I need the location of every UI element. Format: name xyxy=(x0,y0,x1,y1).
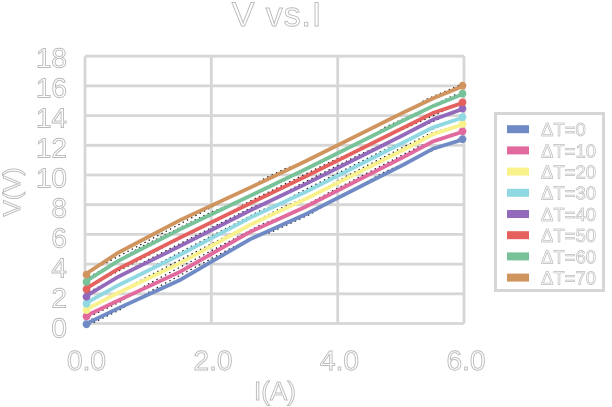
svg-text:ΔT=70: ΔT=70 xyxy=(541,268,596,289)
svg-text:ΔT=20: ΔT=20 xyxy=(541,162,596,183)
svg-text:12: 12 xyxy=(36,133,67,164)
svg-text:I(A): I(A) xyxy=(254,376,296,406)
svg-text:4.0: 4.0 xyxy=(320,345,359,376)
svg-text:V vs.I: V vs.I xyxy=(232,0,322,34)
svg-text:14: 14 xyxy=(36,103,67,134)
svg-text:8: 8 xyxy=(51,193,67,224)
svg-text:2.0: 2.0 xyxy=(194,345,233,376)
svg-text:ΔT=0: ΔT=0 xyxy=(541,119,586,140)
svg-text:V(V): V(V) xyxy=(0,168,26,217)
svg-text:ΔT=30: ΔT=30 xyxy=(541,183,596,204)
svg-text:0.0: 0.0 xyxy=(67,345,106,376)
svg-text:2: 2 xyxy=(51,283,67,314)
svg-text:ΔT=60: ΔT=60 xyxy=(541,246,596,267)
svg-text:6.0: 6.0 xyxy=(447,345,486,376)
svg-text:18: 18 xyxy=(36,43,67,74)
svg-text:ΔT=40: ΔT=40 xyxy=(541,204,596,225)
svg-text:0: 0 xyxy=(51,313,67,344)
svg-text:4: 4 xyxy=(51,253,67,284)
svg-text:10: 10 xyxy=(36,163,67,194)
svg-text:ΔT=10: ΔT=10 xyxy=(541,140,596,161)
svg-text:ΔT=50: ΔT=50 xyxy=(541,225,596,246)
svg-text:6: 6 xyxy=(51,223,67,254)
svg-text:16: 16 xyxy=(36,73,67,104)
